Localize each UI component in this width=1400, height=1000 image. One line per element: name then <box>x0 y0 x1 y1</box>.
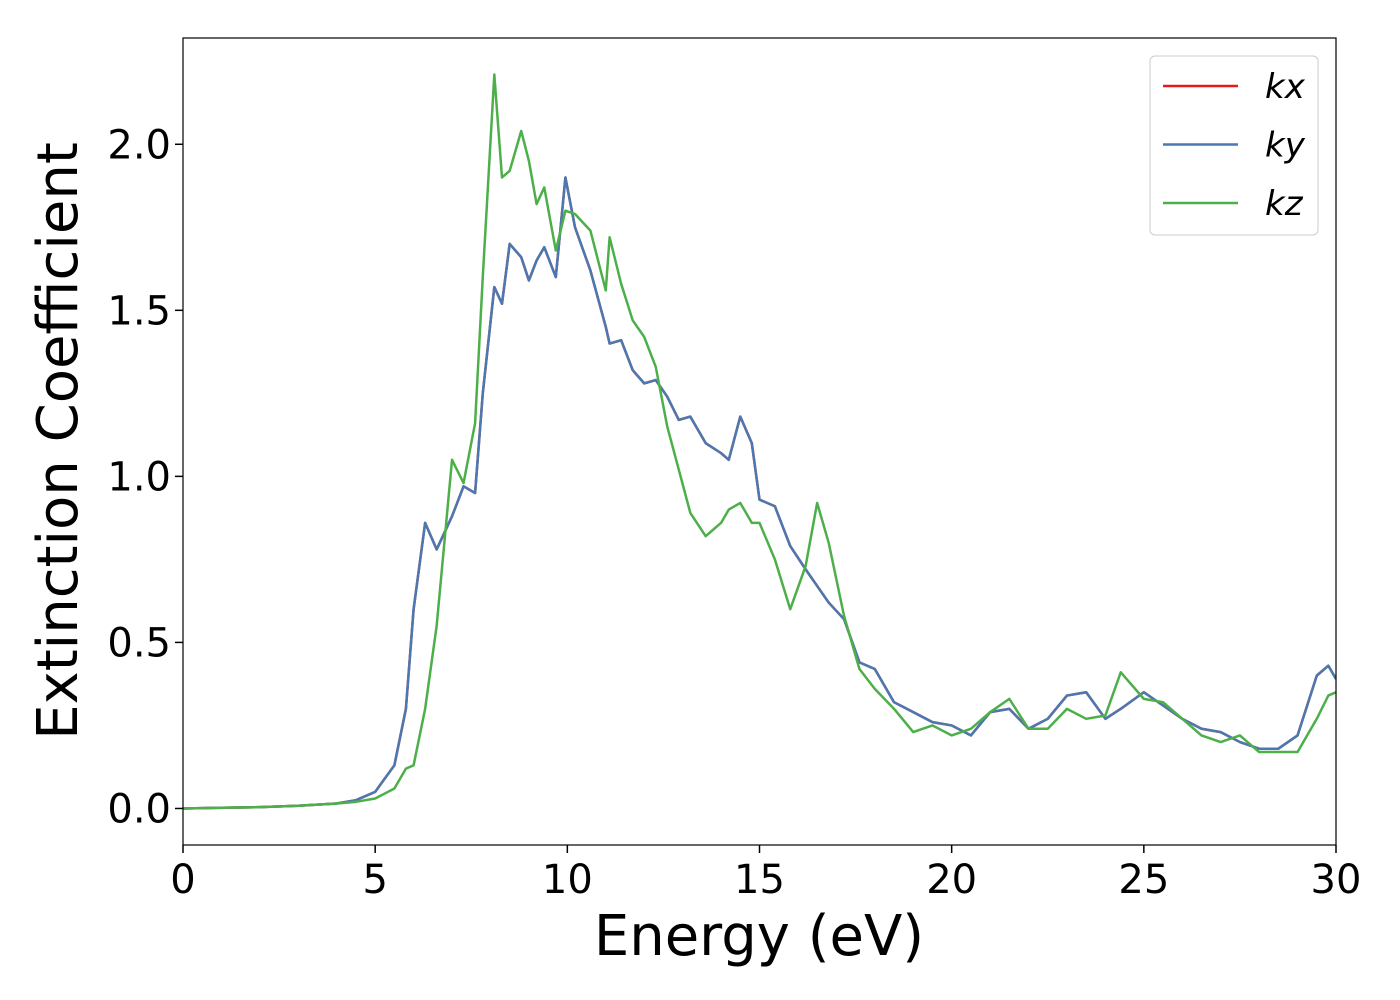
y-axis-label: Extinction Coefficient <box>26 142 91 740</box>
x-tick-label: 15 <box>734 857 785 903</box>
x-tick-label: 10 <box>542 857 593 903</box>
y-tick-label: 0.0 <box>107 786 171 832</box>
x-tick-label: 25 <box>1118 857 1169 903</box>
legend-label: kx <box>1265 67 1306 107</box>
y-tick-label: 1.5 <box>107 288 171 334</box>
y-tick-label: 1.0 <box>107 454 171 500</box>
x-tick-label: 0 <box>170 857 195 903</box>
data-line <box>183 176 1336 810</box>
data-line <box>183 73 1336 810</box>
plot-frame <box>182 37 1337 846</box>
x-tick-label: 5 <box>362 857 387 903</box>
y-tick-label: 0.5 <box>107 620 171 666</box>
legend-label: ky <box>1265 126 1306 166</box>
y-tick-label: 2.0 <box>107 122 171 168</box>
x-tick-label: 20 <box>926 857 977 903</box>
legend-label: kz <box>1265 184 1304 224</box>
x-tick-label: 30 <box>1311 857 1362 903</box>
x-axis-label: Energy (eV) <box>594 904 924 969</box>
